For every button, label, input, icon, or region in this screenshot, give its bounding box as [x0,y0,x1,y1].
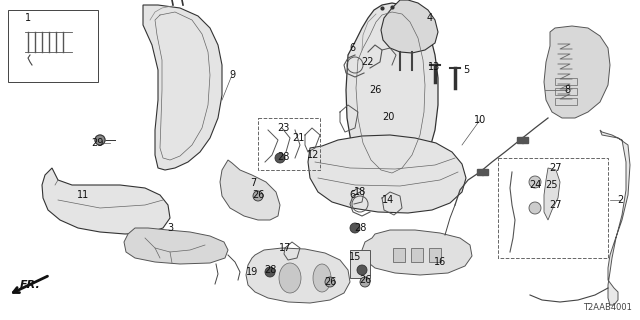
Text: 26: 26 [359,275,371,285]
Bar [555,78,577,85]
Text: 26: 26 [324,277,336,287]
Text: 28: 28 [354,223,366,233]
Circle shape [350,223,360,233]
Text: 18: 18 [354,187,366,197]
Text: 11: 11 [77,190,89,200]
Text: 5: 5 [463,65,469,75]
Circle shape [357,265,367,275]
Polygon shape [544,26,610,118]
Circle shape [325,277,335,287]
Bar [393,248,405,262]
Circle shape [265,267,275,277]
Bar [555,98,577,105]
Text: 26: 26 [252,190,264,200]
Polygon shape [362,230,472,275]
Polygon shape [124,228,228,264]
Text: 27: 27 [548,200,561,210]
Bar [8,10,98,82]
Text: 8: 8 [564,85,570,95]
Bar [498,158,608,258]
Text: 27: 27 [548,163,561,173]
Text: 22: 22 [362,57,374,67]
Bar [555,88,577,95]
Text: 7: 7 [250,178,256,188]
Text: 2: 2 [617,195,623,205]
Text: FR.: FR. [20,280,41,290]
Text: 10: 10 [474,115,486,125]
Text: T2AAB4001: T2AAB4001 [583,303,632,312]
Bar [258,118,320,170]
Text: 15: 15 [349,252,361,262]
Polygon shape [220,160,280,220]
Text: 29: 29 [91,138,103,148]
Text: 6: 6 [349,43,355,53]
Text: 4: 4 [427,13,433,23]
Polygon shape [346,3,438,186]
Text: 20: 20 [382,112,394,122]
Circle shape [360,277,370,287]
Circle shape [529,176,541,188]
Text: 14: 14 [382,195,394,205]
Polygon shape [143,5,222,170]
Ellipse shape [313,264,331,292]
Text: 12: 12 [307,150,319,160]
Circle shape [253,191,263,201]
Text: 6: 6 [349,190,355,200]
Polygon shape [308,135,466,213]
Bar [429,248,441,262]
Text: 13: 13 [428,62,440,72]
Text: 23: 23 [277,123,289,133]
Text: 9: 9 [229,70,235,80]
Text: 24: 24 [529,180,541,190]
Text: 28: 28 [277,152,289,162]
Text: 1: 1 [25,13,31,23]
Text: 16: 16 [434,257,446,267]
Polygon shape [246,248,350,303]
Text: 28: 28 [264,265,276,275]
Text: 19: 19 [246,267,258,277]
Text: 25: 25 [546,180,558,190]
Bar [411,248,423,262]
Circle shape [275,153,285,163]
Polygon shape [381,0,438,53]
Text: 21: 21 [292,133,304,143]
Polygon shape [544,168,560,220]
Ellipse shape [279,263,301,293]
Circle shape [95,135,105,145]
Circle shape [529,202,541,214]
Text: 3: 3 [167,223,173,233]
Polygon shape [42,168,170,234]
Bar [350,250,370,278]
Polygon shape [600,130,630,305]
Text: 26: 26 [369,85,381,95]
Text: 17: 17 [279,243,291,253]
